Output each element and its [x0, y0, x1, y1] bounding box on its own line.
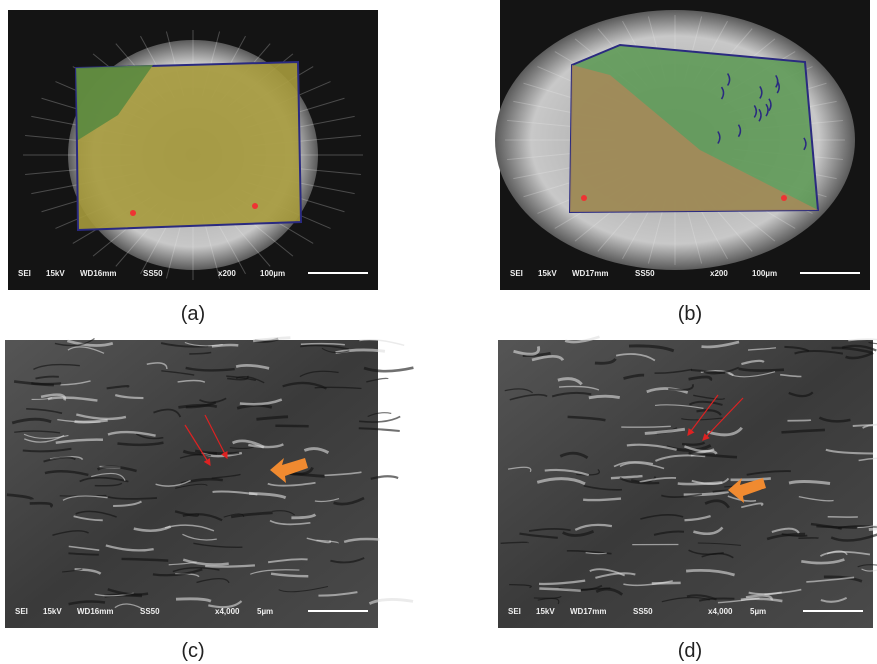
- origin-marker: [130, 210, 136, 216]
- texture-ridge: [869, 528, 877, 530]
- sem-info: x200: [218, 269, 236, 278]
- texture-ridge: [731, 478, 771, 479]
- sem-info: WD16mm: [80, 269, 116, 278]
- panel: SEI 15kV WD17mm SS50 x4,000 5µm: [498, 337, 877, 628]
- texture-ridge: [853, 425, 873, 426]
- figure: SEI 15kV WD16mm SS50 x200 100µm (a) SEI 15kV WD17…: [0, 0, 877, 664]
- sem-info: x4,000: [708, 607, 733, 616]
- panel-label: (c): [181, 640, 204, 662]
- sem-info: WD17mm: [572, 269, 608, 278]
- sem-info: 15kV: [536, 607, 555, 616]
- sem-info: SEI: [510, 269, 523, 278]
- texture-ridge: [787, 420, 810, 421]
- sem-info: x4,000: [215, 607, 240, 616]
- sem-info: WD17mm: [570, 607, 606, 616]
- texture-ridge: [205, 565, 255, 566]
- sem-info: SS50: [143, 269, 163, 278]
- sem-info: SEI: [18, 269, 31, 278]
- sem-info: SEI: [15, 607, 28, 616]
- panel: SEI 15kV WD16mm SS50 x4,000 5µm: [5, 338, 413, 628]
- texture-ridge: [371, 476, 398, 479]
- panel-label: (b): [678, 303, 702, 325]
- texture-ridge: [31, 383, 61, 384]
- sem-info: 100µm: [260, 269, 285, 278]
- sem-info: SS50: [140, 607, 160, 616]
- sem-info: 5µm: [257, 607, 273, 616]
- sem-info: WD16mm: [77, 607, 113, 616]
- origin-marker: [781, 195, 787, 201]
- texture-ridge: [816, 526, 856, 527]
- panel-label: (a): [181, 303, 205, 325]
- sem-info: SS50: [633, 607, 653, 616]
- sem-info: 15kV: [46, 269, 65, 278]
- sem-info: 15kV: [538, 269, 557, 278]
- panel: SEI 15kV WD16mm SS50 x200 100µm: [8, 10, 378, 290]
- origin-marker: [252, 203, 258, 209]
- panel: SEI 15kV WD17mm SS50 x200 100µm: [495, 0, 870, 290]
- origin-marker: [581, 195, 587, 201]
- sem-info: 100µm: [752, 269, 777, 278]
- sem-info: 5µm: [750, 607, 766, 616]
- sem-info: SEI: [508, 607, 521, 616]
- sem-info: 15kV: [43, 607, 62, 616]
- page: SEI 15kV WD16mm SS50 x200 100µm (a) SEI 15kV WD17…: [0, 0, 877, 664]
- sem-info: x200: [710, 269, 728, 278]
- texture-ridge: [589, 396, 620, 398]
- panel-label: (d): [678, 640, 702, 662]
- sem-info: SS50: [635, 269, 655, 278]
